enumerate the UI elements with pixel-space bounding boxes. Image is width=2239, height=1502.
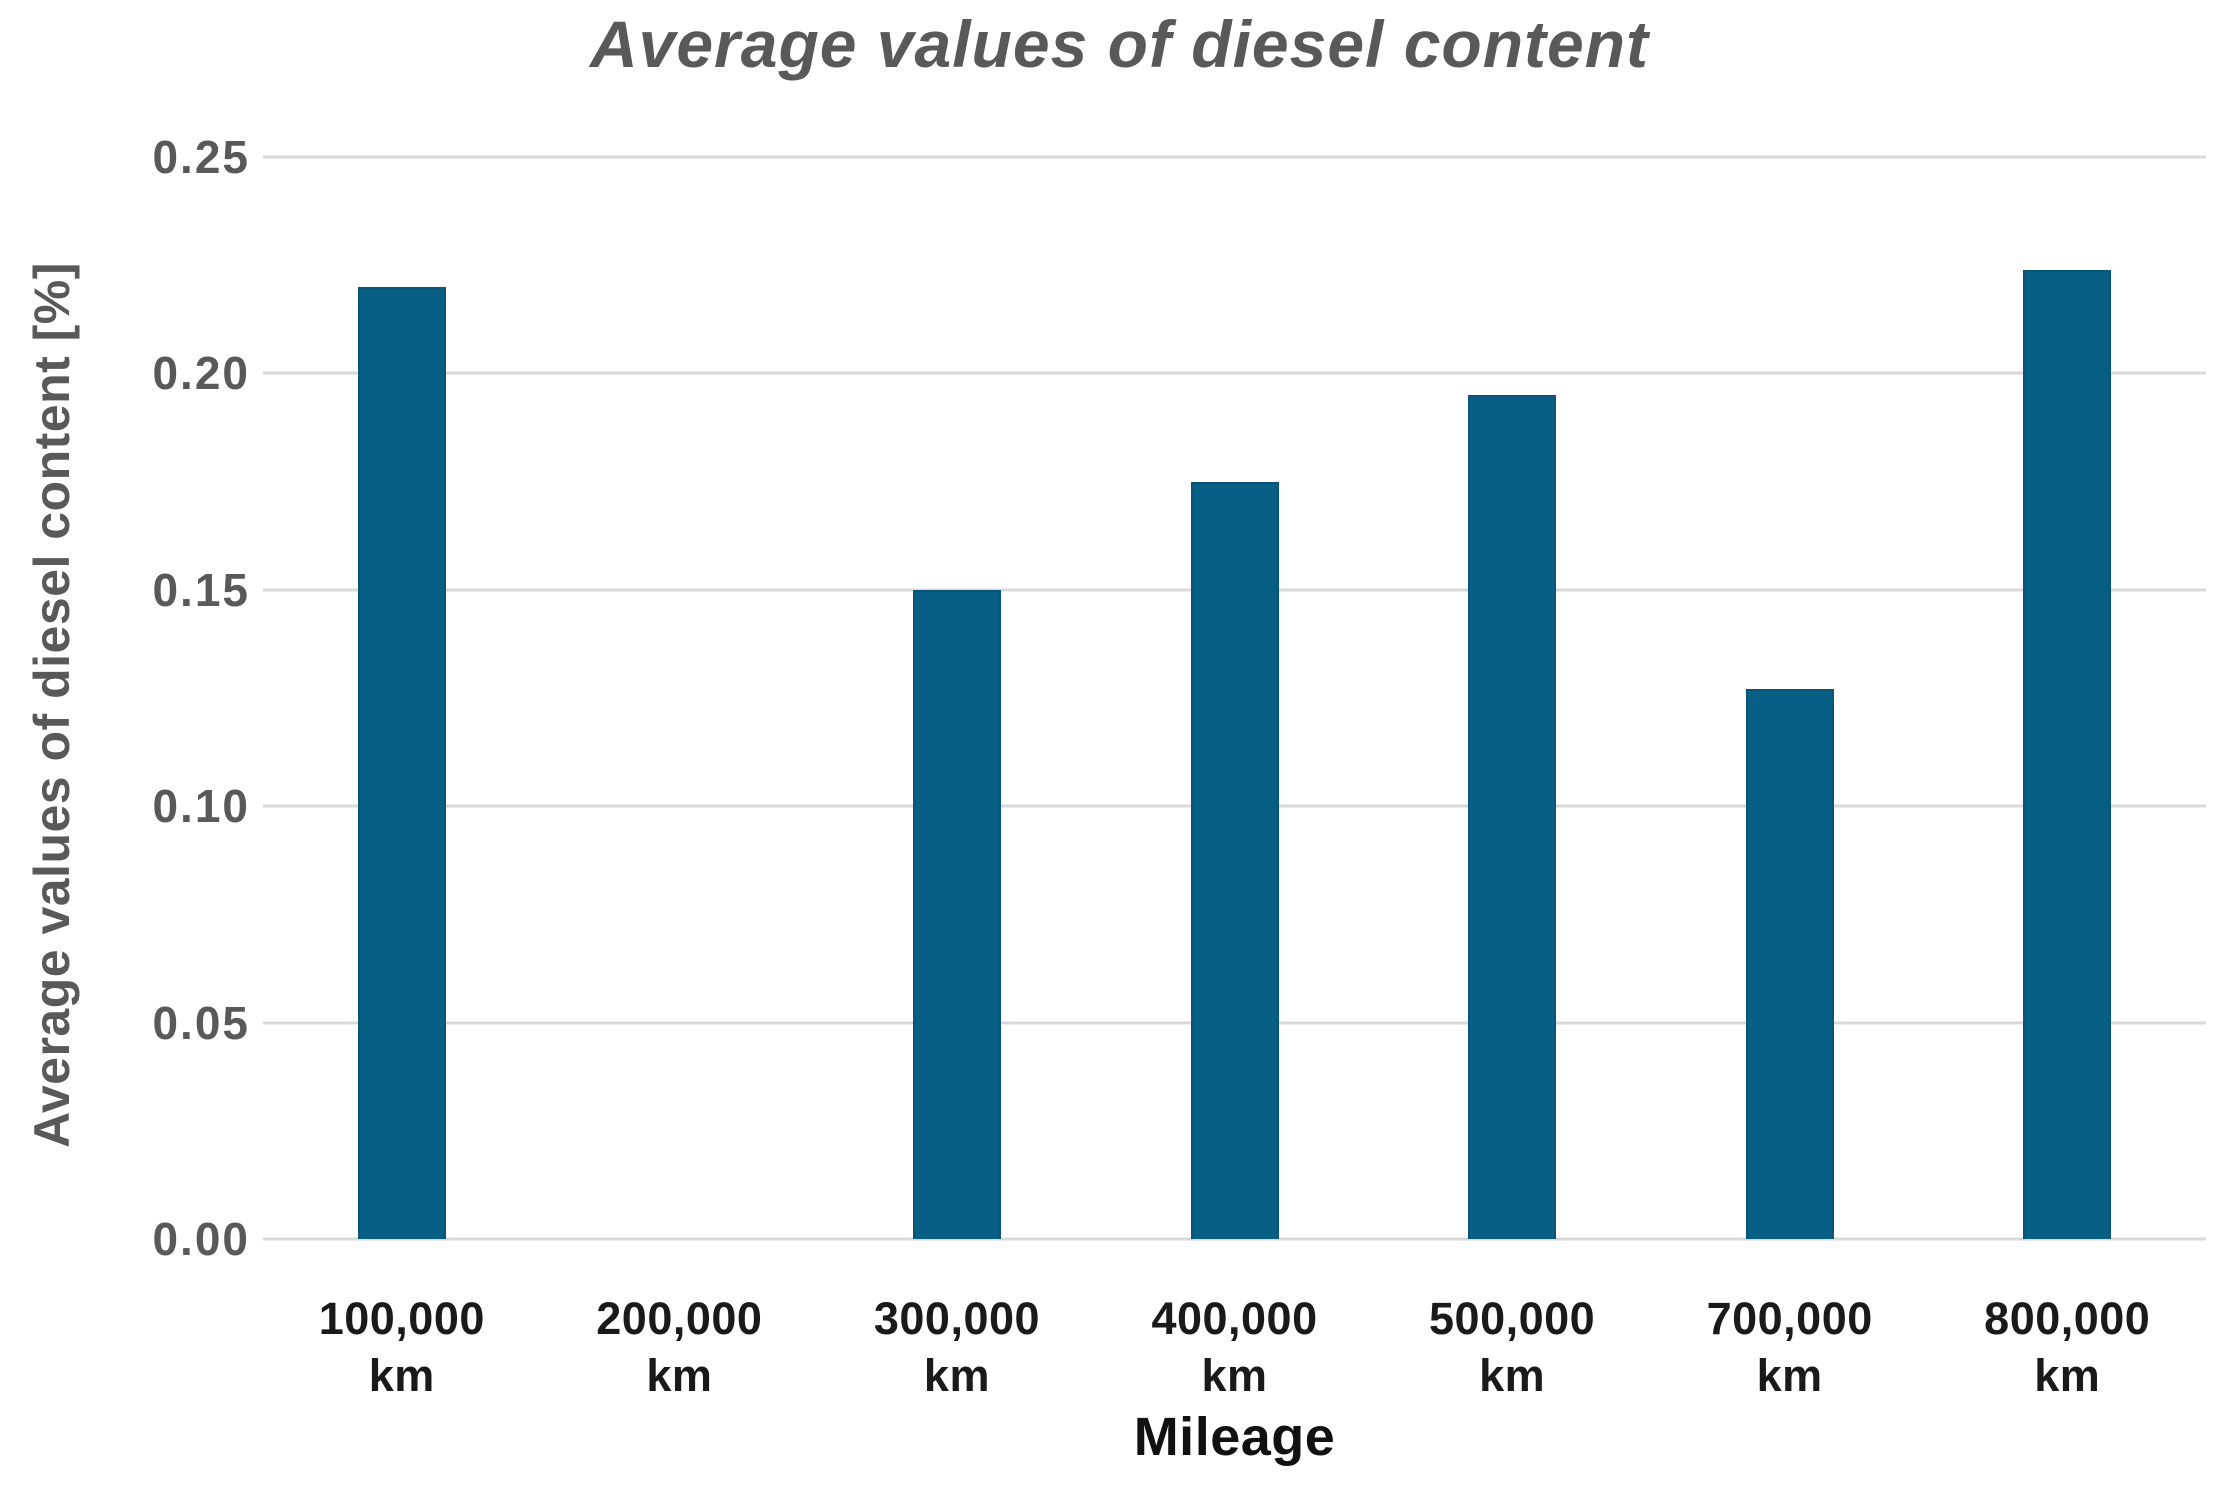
bar bbox=[1190, 481, 1279, 1239]
x-axis-title: Mileage bbox=[1133, 1407, 1336, 1467]
x-tick-value: 700,000 bbox=[1706, 1293, 1873, 1344]
y-tick-label: 0.00 bbox=[152, 1213, 250, 1265]
x-tick-label: 300,000 km bbox=[818, 1290, 1096, 1404]
bars bbox=[263, 157, 2206, 1239]
y-tick-label: 0.05 bbox=[152, 996, 250, 1049]
bar bbox=[1745, 689, 1834, 1239]
bar bbox=[357, 286, 446, 1239]
bar-column bbox=[1096, 157, 1374, 1239]
chart-title: Average values of diesel content bbox=[589, 7, 1650, 81]
bar bbox=[912, 589, 1001, 1239]
gridline bbox=[263, 371, 2206, 375]
bar-column bbox=[1651, 157, 1929, 1239]
x-tick-label: 800,000 km bbox=[1928, 1290, 2206, 1404]
bar-column bbox=[1928, 157, 2206, 1239]
gridline bbox=[263, 155, 2206, 159]
x-tick-label: 200,000 km bbox=[541, 1290, 819, 1404]
x-tick-value: 400,000 bbox=[1151, 1293, 1318, 1344]
x-tick-label: 500,000 km bbox=[1373, 1290, 1651, 1404]
bar bbox=[2023, 269, 2112, 1239]
bar-column bbox=[818, 157, 1096, 1239]
x-tick-label: 700,000 km bbox=[1651, 1290, 1929, 1404]
x-tick-value: 500,000 bbox=[1429, 1293, 1596, 1344]
plot-area bbox=[263, 155, 2206, 1241]
x-tick-unit: km bbox=[1201, 1350, 1268, 1401]
x-tick-label: 400,000 km bbox=[1096, 1290, 1374, 1404]
bar-column bbox=[541, 157, 819, 1239]
x-tick-unit: km bbox=[2034, 1350, 2101, 1401]
x-tick-unit: km bbox=[368, 1350, 435, 1401]
x-tick-unit: km bbox=[923, 1350, 990, 1401]
x-tick-labels: 100,000 km 200,000 km 300,000 km 400,000 km 500,… bbox=[263, 1290, 2206, 1404]
bar-column bbox=[1373, 157, 1651, 1239]
y-tick-label: 0.25 bbox=[152, 131, 250, 183]
y-tick-label: 0.10 bbox=[152, 780, 250, 833]
x-tick-label: 100,000 km bbox=[263, 1290, 541, 1404]
x-tick-value: 300,000 bbox=[873, 1293, 1041, 1344]
x-tick-value: 800,000 bbox=[1984, 1293, 2151, 1344]
bar bbox=[1468, 395, 1557, 1239]
y-tick-label: 0.15 bbox=[152, 563, 250, 616]
x-tick-value: 100,000 bbox=[318, 1293, 485, 1344]
y-tick-label: 0.20 bbox=[152, 347, 250, 400]
x-tick-value: 200,000 bbox=[596, 1293, 763, 1344]
y-tick-labels: 0.00 0.05 0.10 0.15 0.20 0.25 bbox=[0, 131, 250, 1265]
x-tick-unit: km bbox=[646, 1350, 713, 1401]
bar-column bbox=[263, 157, 541, 1239]
x-tick-unit: km bbox=[1479, 1350, 1546, 1401]
x-tick-unit: km bbox=[1756, 1350, 1823, 1401]
gridline bbox=[263, 1237, 2206, 1241]
